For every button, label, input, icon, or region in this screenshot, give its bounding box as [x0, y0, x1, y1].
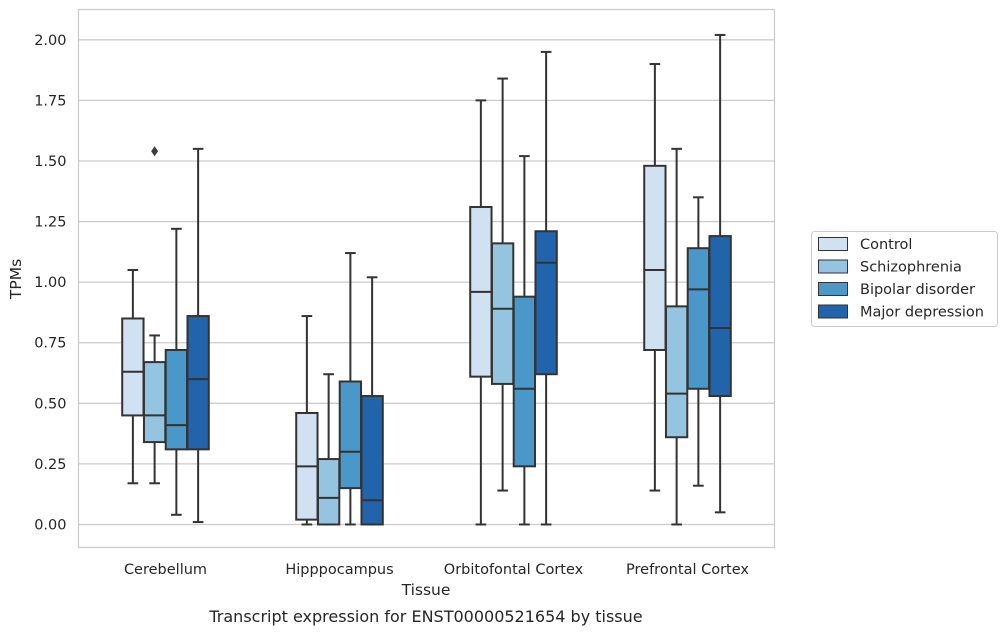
x-tick-label: Orbitofontal Cortex: [444, 562, 584, 578]
box-major-depression: [360, 276, 384, 526]
box-schizophrenia: [316, 373, 341, 526]
legend-label: Control: [860, 237, 912, 253]
y-axis-label: TPMs: [7, 259, 25, 300]
box-body: [534, 230, 558, 376]
y-tick-label: 1.50: [34, 154, 66, 170]
x-tick-labels: Cerebellum Hipppocampus Orbitofontal Corte…: [124, 562, 749, 578]
legend-label: Bipolar disorder: [860, 282, 975, 298]
legend-frame: [811, 231, 998, 327]
y-tick-label: 0.25: [34, 457, 66, 473]
box-schizophrenia: [664, 147, 689, 526]
legend-swatch: [818, 259, 848, 274]
y-tick-label: 0.00: [34, 517, 66, 533]
legend-entry: Schizophrenia: [818, 259, 962, 276]
box-bipolar-disorder: [512, 155, 537, 526]
box-bipolar-disorder: [338, 252, 363, 526]
y-tick-label: 0.50: [34, 396, 66, 412]
y-tick-label: 1.75: [34, 93, 66, 109]
box-body: [121, 317, 145, 417]
legend-entry: Control: [818, 237, 912, 253]
box-body: [708, 235, 732, 398]
plot-frame: [77, 8, 776, 549]
box-body: [164, 348, 189, 451]
box-schizophrenia: [142, 146, 167, 485]
box-body: [186, 315, 210, 451]
box-major-depression: [534, 50, 558, 526]
box-body: [142, 361, 167, 444]
plot-area: [78, 9, 775, 548]
legend-entry: Bipolar disorder: [818, 282, 975, 298]
box-control: [469, 99, 493, 526]
box-control: [643, 63, 667, 492]
legend: Control Schizophrenia Bipolar disorder Majo…: [811, 231, 998, 327]
box-body: [490, 242, 515, 385]
legend-label: Major depression: [860, 305, 984, 321]
y-tick-label: 1.25: [34, 215, 66, 231]
box-body: [338, 380, 363, 490]
legend-entry: Major depression: [818, 304, 984, 321]
y-tick-label: 0.75: [34, 336, 66, 352]
box-body: [360, 395, 384, 526]
box-major-depression: [186, 147, 210, 524]
box-body: [512, 295, 537, 468]
box-series: [121, 33, 732, 526]
x-axis-label: Tissue: [401, 581, 451, 599]
legend-swatch: [818, 282, 848, 296]
box-body: [686, 247, 711, 390]
y-tick-labels: 0.00 0.25 0.50 0.75 1.00 1.25 1.50 1.75 2.00: [34, 33, 66, 534]
box-bipolar-disorder: [686, 196, 711, 487]
outlier-point: [151, 146, 159, 157]
box-major-depression: [708, 33, 732, 514]
box-body: [316, 458, 341, 526]
box-control: [121, 269, 145, 485]
chart-caption: Transcript expression for ENST0000052165…: [208, 607, 642, 626]
y-tick-label: 1.00: [34, 275, 66, 291]
box-body: [664, 305, 689, 439]
legend-swatch: [818, 237, 848, 251]
box-body: [643, 164, 667, 351]
legend-swatch: [818, 304, 848, 319]
legend-label: Schizophrenia: [860, 260, 962, 276]
x-tick-label: Cerebellum: [124, 562, 207, 578]
x-tick-label: Prefrontal Cortex: [626, 562, 749, 578]
y-tick-label: 2.00: [34, 33, 66, 49]
x-tick-label: Hipppocampus: [285, 562, 393, 578]
